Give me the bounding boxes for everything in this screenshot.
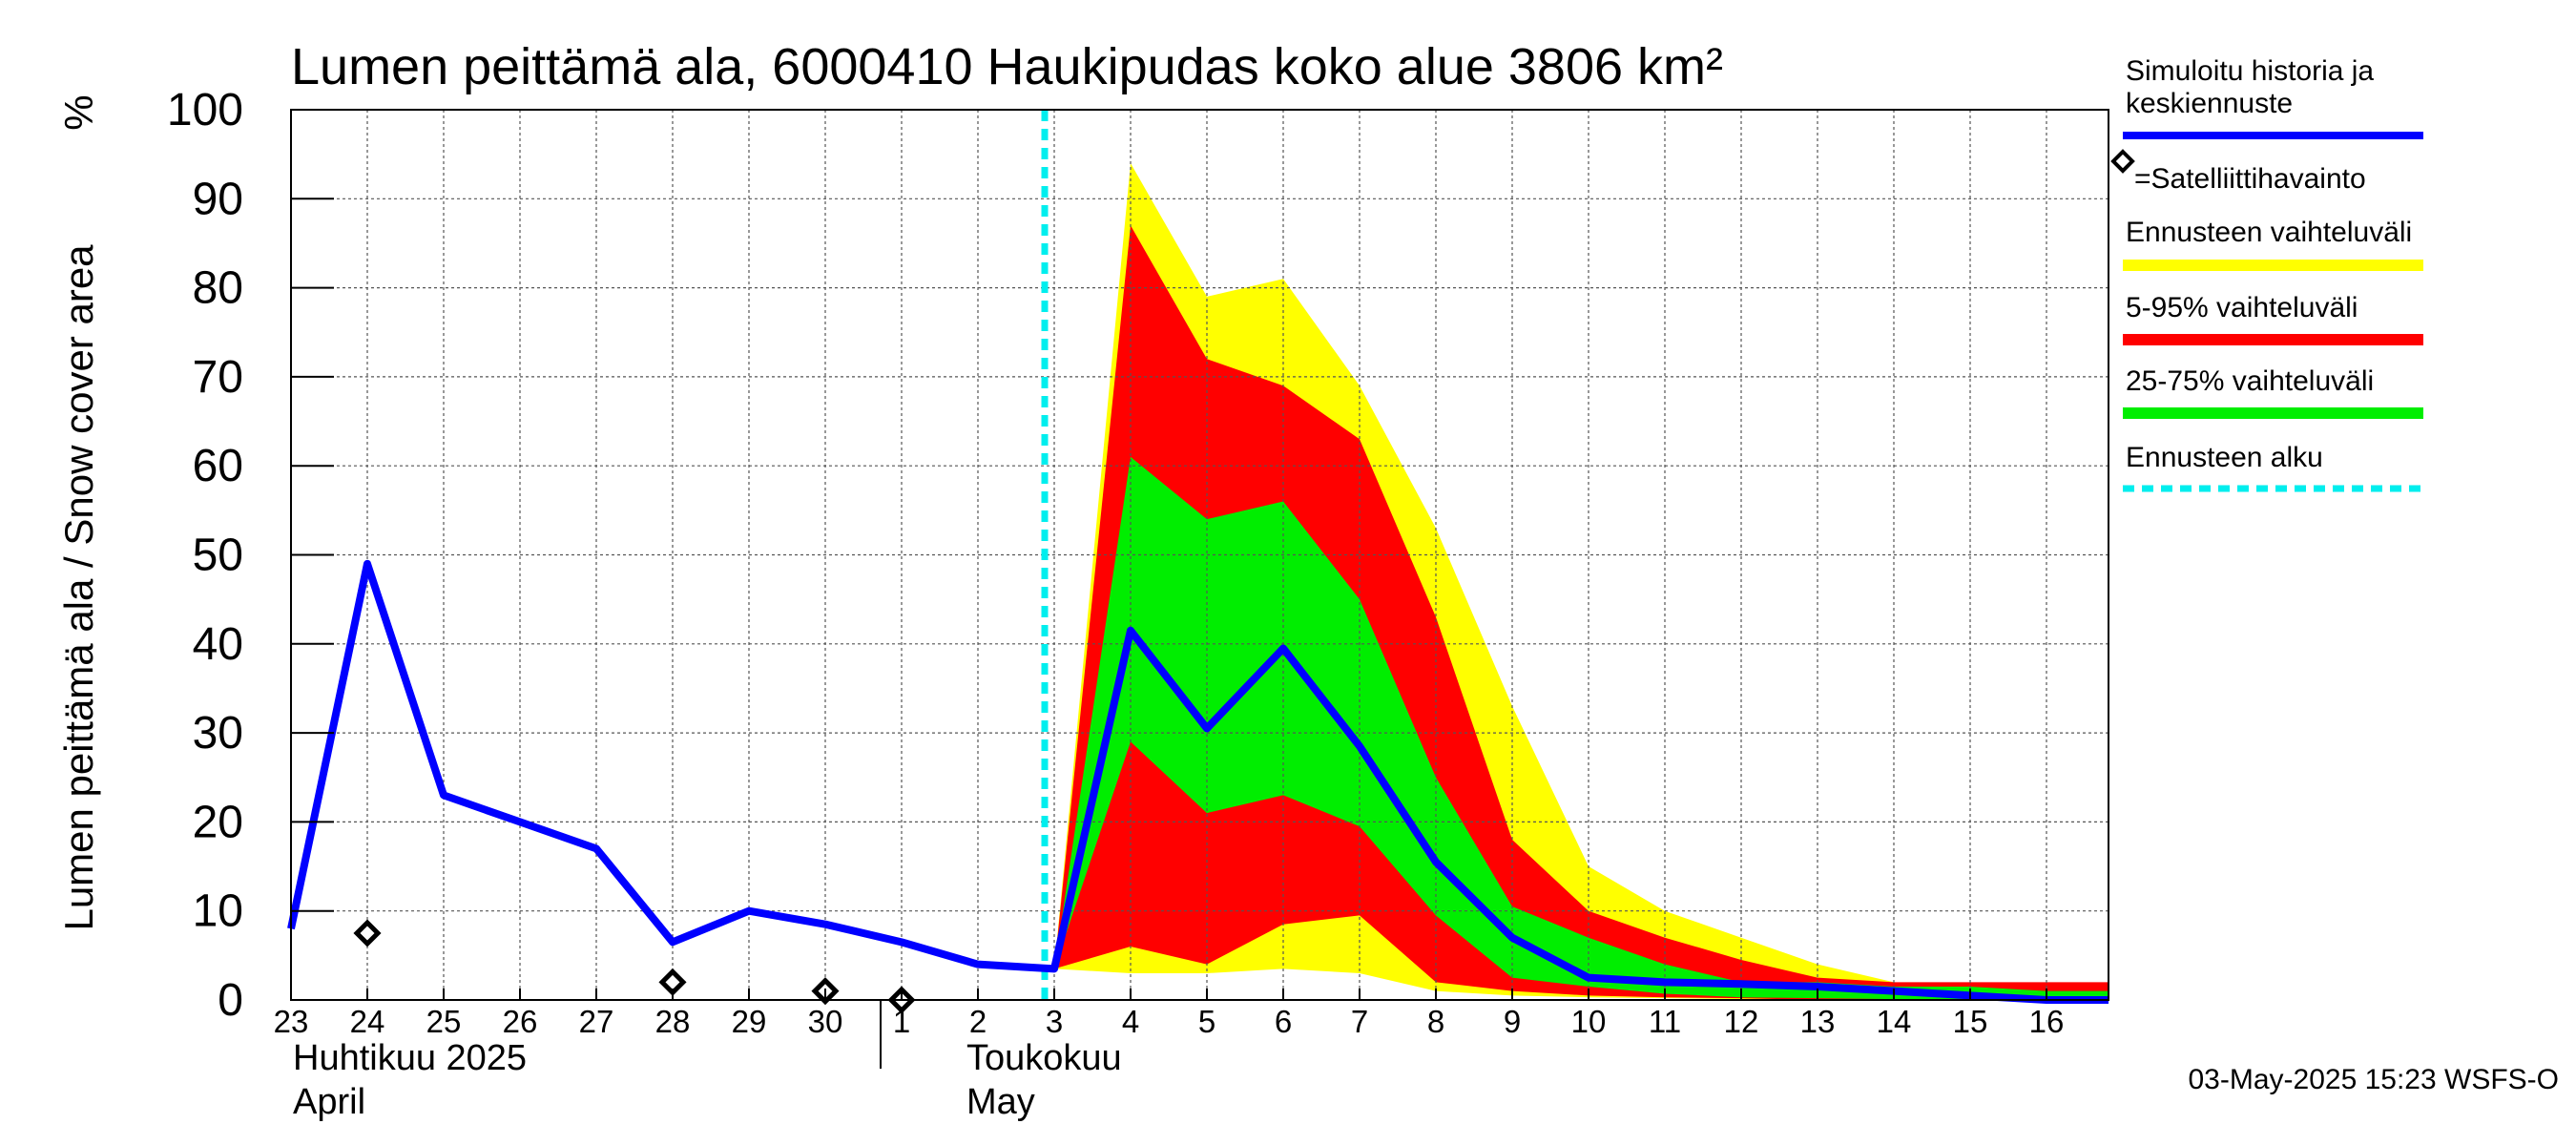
- forecast-bands: [1054, 162, 2109, 1001]
- x-tick-label: 9: [1504, 1004, 1521, 1039]
- series-lines: [287, 559, 2109, 1004]
- x-tick-label: 15: [1953, 1004, 1988, 1039]
- footer-timestamp: 03-May-2025 15:23 WSFS-O: [2189, 1064, 2560, 1095]
- month-label: May: [966, 1082, 1035, 1122]
- y-axis-label: Lumen peittämä ala / Snow cover area: [56, 244, 101, 931]
- y-tick-label: 50: [193, 531, 243, 581]
- chart-title: Lumen peittämä ala, 6000410 Haukipudas k…: [291, 38, 1723, 95]
- x-tick-label: 3: [1046, 1004, 1063, 1039]
- plot-area: [287, 109, 2109, 1014]
- x-tick-label: 27: [579, 1004, 614, 1039]
- x-tick-label: 16: [2029, 1004, 2065, 1039]
- y-axis: 0 10 20 30 40 50 60 70 80 90 100: [167, 85, 334, 1026]
- x-tick-label: 10: [1571, 1004, 1607, 1039]
- y-tick-label: 70: [193, 352, 243, 403]
- y-tick-label: 0: [218, 975, 243, 1026]
- band-25-75: [1054, 456, 2109, 1000]
- x-tick-label: 5: [1198, 1004, 1215, 1039]
- legend-label-forecast-start: Ennusteen alku: [2126, 442, 2323, 473]
- x-tick-label: 26: [503, 1004, 538, 1039]
- legend-label-25-75: 25-75% vaihteluväli: [2126, 365, 2374, 397]
- month-label: Toukokuu: [966, 1038, 1122, 1078]
- x-tick-label: 8: [1427, 1004, 1444, 1039]
- x-tick-label: 7: [1351, 1004, 1368, 1039]
- x-tick-label: 25: [426, 1004, 462, 1039]
- legend-label-5-95: 5-95% vaihteluväli: [2126, 292, 2358, 323]
- legend-label-mean: Simuloitu historia ja: [2126, 55, 2374, 87]
- x-tick-label: 30: [808, 1004, 843, 1039]
- y-tick-label: 80: [193, 263, 243, 314]
- series-line-mean: [287, 559, 2109, 1004]
- satellite-markers: [353, 919, 916, 1014]
- y-tick-label: 100: [167, 85, 243, 135]
- x-tick-label: 4: [1122, 1004, 1139, 1039]
- y-tick-label: 10: [193, 886, 243, 937]
- x-axis: 23 24 25 26 27 28 29 30 1 2 3 4 5 6 7 8 9 10 11 12 13 14 15 16H…: [274, 989, 2065, 1122]
- x-tick-label: 28: [655, 1004, 691, 1039]
- x-tick-label: 2: [969, 1004, 987, 1039]
- x-tick-label: 1: [893, 1004, 910, 1039]
- legend-label-satellite: =Satelliittihavainto: [2134, 163, 2366, 195]
- legend-label-mean: keskiennuste: [2126, 88, 2293, 119]
- x-tick-label: 13: [1800, 1004, 1836, 1039]
- y-axis-unit: %: [56, 94, 101, 130]
- legend-label-full-range: Ennusteen vaihteluväli: [2126, 217, 2412, 248]
- x-tick-label: 6: [1275, 1004, 1292, 1039]
- legend-swatch-satellite: [2110, 149, 2135, 174]
- month-label: April: [293, 1082, 365, 1122]
- x-tick-label: 12: [1724, 1004, 1759, 1039]
- y-tick-label: 30: [193, 708, 243, 759]
- x-tick-label: 11: [1649, 1004, 1681, 1039]
- x-tick-label: 14: [1877, 1004, 1912, 1039]
- y-tick-label: 20: [193, 797, 243, 847]
- x-tick-label: 29: [732, 1004, 767, 1039]
- y-tick-label: 60: [193, 441, 243, 491]
- x-tick-label: 23: [274, 1004, 309, 1039]
- y-tick-label: 40: [193, 619, 243, 670]
- month-label: Huhtikuu 2025: [293, 1038, 527, 1078]
- y-tick-label: 90: [193, 174, 243, 224]
- satellite-marker: [353, 919, 382, 947]
- x-tick-label: 24: [350, 1004, 385, 1039]
